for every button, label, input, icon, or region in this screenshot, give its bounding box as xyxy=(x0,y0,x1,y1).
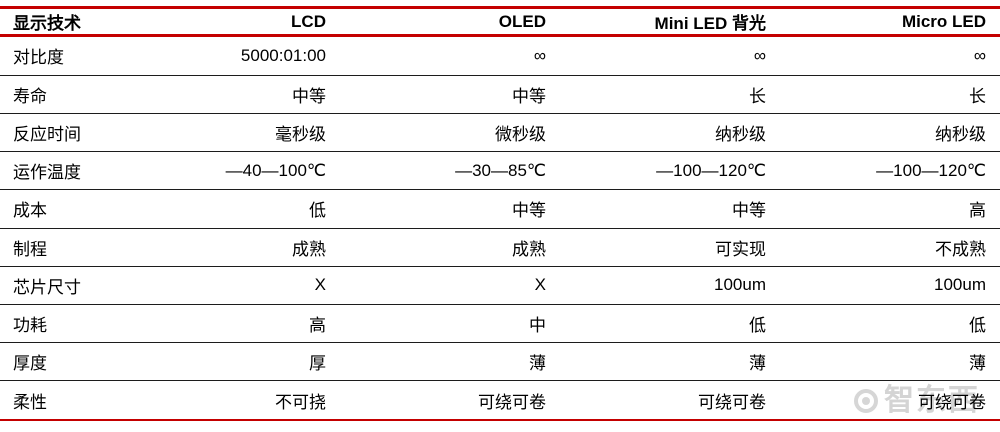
table-cell: 可绕可卷 xyxy=(478,392,546,412)
column-header-micro-led: Micro LED xyxy=(901,11,986,31)
table-cell: 可实现 xyxy=(715,239,766,259)
table-cell: 厚 xyxy=(309,354,326,374)
watermark-text: 智东西 xyxy=(884,384,980,417)
column-header-lcd: LCD xyxy=(291,11,326,31)
table-row-process: 制程 成熟 成熟 可实现 不成熟 xyxy=(0,228,1000,267)
table-cell: 纳秒级 xyxy=(715,125,766,145)
table-cell: 中等 xyxy=(512,201,546,221)
table-cell: 不成熟 xyxy=(935,239,986,259)
table-cell: 薄 xyxy=(529,354,546,374)
table-cell: 薄 xyxy=(969,354,986,374)
row-label: 运作温度 xyxy=(13,163,81,183)
table-cell: 5000:01:00 xyxy=(240,45,326,65)
table-row-cost: 成本 低 中等 中等 高 xyxy=(0,190,1000,229)
table-cell: 成熟 xyxy=(292,239,326,259)
table-cell: 纳秒级 xyxy=(935,125,986,145)
watermark: 智东西 xyxy=(854,386,980,416)
table-cell: —40—100℃ xyxy=(225,160,326,180)
table-cell: —100—120℃ xyxy=(876,160,986,180)
table-row-response-time: 反应时间 毫秒级 微秒级 纳秒级 纳秒级 xyxy=(0,113,1000,152)
table-cell: 中等 xyxy=(292,86,326,106)
table-cell: 可绕可卷 xyxy=(698,392,766,412)
table-row-chip-size: 芯片尺寸 X X 100um 100um xyxy=(0,266,1000,305)
table-cell: 低 xyxy=(969,316,986,336)
column-header-row-category: 显示技术 xyxy=(13,14,81,33)
row-label: 柔性 xyxy=(13,392,47,412)
row-label: 制程 xyxy=(13,239,47,259)
table-cell: —30—85℃ xyxy=(455,160,546,180)
table-cell: —100—120℃ xyxy=(656,160,766,180)
row-label: 寿命 xyxy=(13,86,47,106)
table-cell: ∞ xyxy=(753,45,766,65)
table-row-thickness: 厚度 厚 薄 薄 薄 xyxy=(0,343,1000,381)
table-row-lifetime: 寿命 中等 中等 长 长 xyxy=(0,75,1000,114)
table-cell: 中等 xyxy=(512,86,546,106)
table-cell: 中 xyxy=(529,316,546,336)
table-cell: 中等 xyxy=(732,201,766,221)
row-label: 功耗 xyxy=(13,316,47,336)
table-cell: 不可挠 xyxy=(275,392,326,412)
watermark-logo-icon xyxy=(854,389,878,413)
table-cell: X xyxy=(314,275,326,295)
table-cell: 100um xyxy=(934,275,986,295)
table-row-flexibility: 柔性 不可挠 可绕可卷 可绕可卷 可绕可卷 xyxy=(0,381,1000,420)
table-row-contrast: 对比度 5000:01:00 ∞ ∞ ∞ xyxy=(0,36,1000,76)
table-cell: ∞ xyxy=(533,45,546,65)
row-label: 成本 xyxy=(13,201,47,221)
column-header-mini-led: Mini LED 背光 xyxy=(654,14,766,33)
display-tech-comparison-table: 显示技术 LCD OLED Mini LED 背光 Micro LED 对比度 … xyxy=(0,6,1000,421)
table-cell: 低 xyxy=(309,201,326,221)
table-cell: 高 xyxy=(309,316,326,336)
header-row: 显示技术 LCD OLED Mini LED 背光 Micro LED xyxy=(0,7,1000,36)
row-label: 芯片尺寸 xyxy=(13,277,81,297)
table-cell: 长 xyxy=(969,86,986,106)
table-row-power-consumption: 功耗 高 中 低 低 xyxy=(0,305,1000,343)
table-cell: 薄 xyxy=(749,354,766,374)
row-label: 反应时间 xyxy=(13,125,81,145)
table-cell: 微秒级 xyxy=(495,125,546,145)
table-cell: ∞ xyxy=(973,45,986,65)
table-cell: 高 xyxy=(969,201,986,221)
table-cell: X xyxy=(534,275,546,295)
table-cell: 低 xyxy=(749,316,766,336)
table-row-operating-temperature: 运作温度 —40—100℃ —30—85℃ —100—120℃ —100—120… xyxy=(0,152,1000,190)
table-cell: 可绕可卷 xyxy=(918,392,986,412)
table-cell: 成熟 xyxy=(512,239,546,259)
column-header-oled: OLED xyxy=(498,11,546,31)
row-label: 厚度 xyxy=(13,354,47,374)
table-cell: 长 xyxy=(749,86,766,106)
row-label: 对比度 xyxy=(13,48,64,68)
table-cell: 100um xyxy=(714,275,766,295)
table-cell: 毫秒级 xyxy=(275,125,326,145)
